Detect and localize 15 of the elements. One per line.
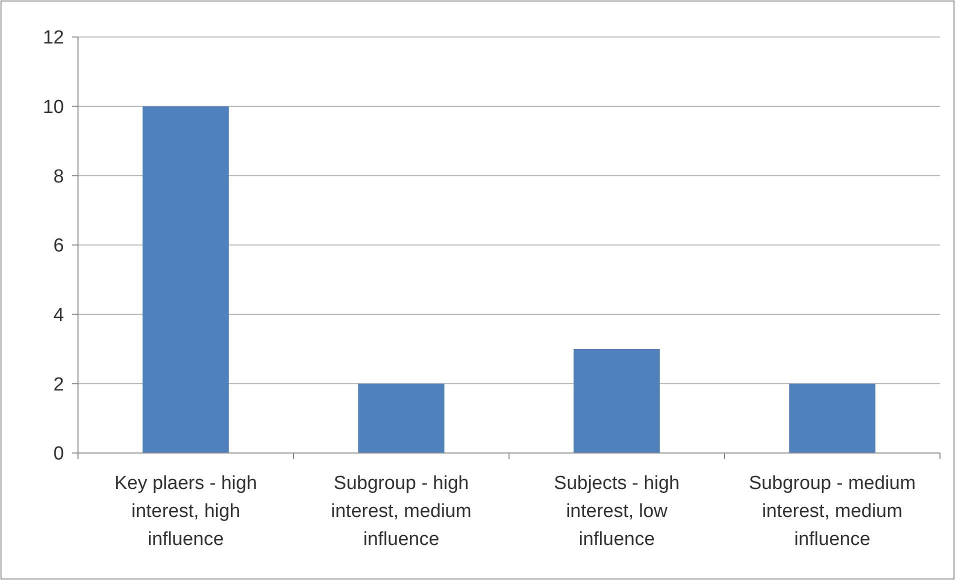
bar [142,106,229,453]
bar [574,349,660,453]
y-tick-label: 0 [53,444,64,465]
y-tick-label: 12 [42,28,64,49]
y-tick-label: 2 [53,374,64,396]
y-tick-label: 4 [53,304,64,326]
y-tick-label: 8 [53,166,64,188]
x-tick-label: Key plaers - high interest, high influence [114,473,258,550]
x-tick-label: Subjects - high interest, low influence [554,473,680,550]
x-tick-label: Subgroup - high interest, medium influence [331,473,472,550]
bar [358,384,444,453]
x-tick-label: Subgroup - medium interest, medium influence [748,473,916,550]
bar [789,384,876,453]
y-tick-label: 10 [42,96,64,118]
y-tick-label: 6 [53,236,64,257]
